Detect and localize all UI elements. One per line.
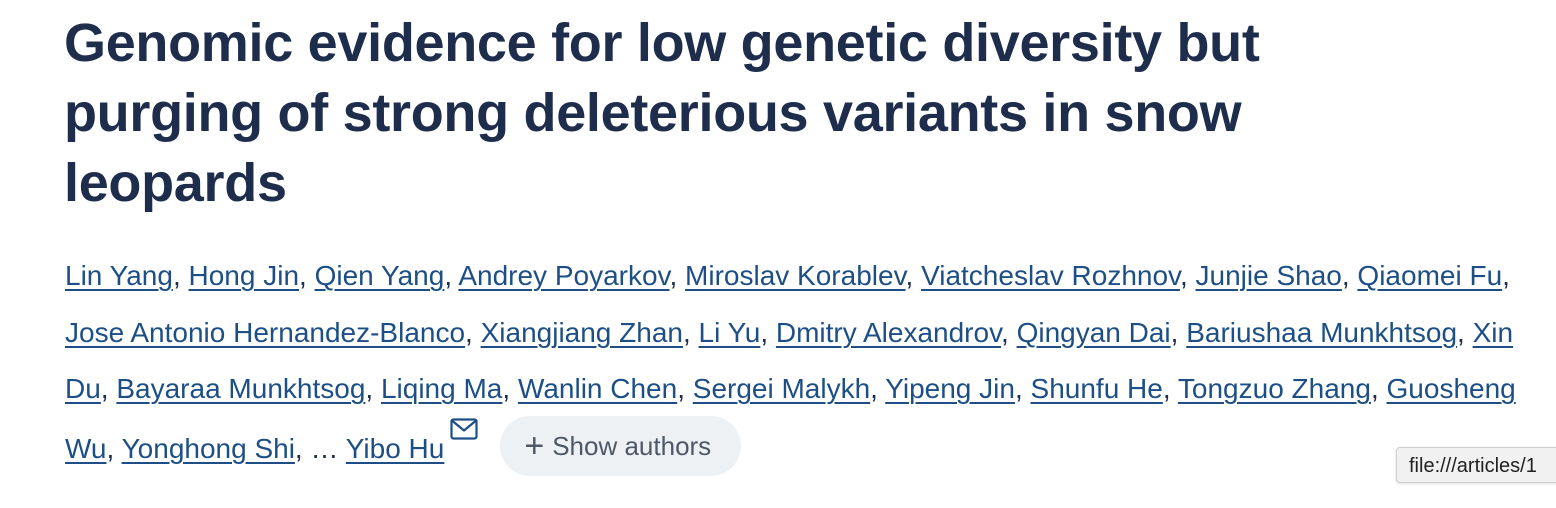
- author-link[interactable]: Dmitry Alexandrov: [775, 316, 1001, 348]
- author-separator: ,: [294, 432, 311, 464]
- author-separator: ,: [677, 373, 693, 404]
- article-title: Genomic evidence for low genetic diversi…: [64, 13, 1260, 213]
- corresponding-author-link[interactable]: Yibo Hu: [345, 432, 445, 464]
- author-separator: ,: [1014, 373, 1031, 404]
- author-link[interactable]: Qiaomei Fu: [1357, 260, 1503, 291]
- author-link[interactable]: Jose Antonio Hernandez-Blanco: [65, 316, 466, 348]
- author-link[interactable]: Hong Jin: [188, 260, 300, 291]
- author-separator: ,: [106, 432, 122, 464]
- author-link[interactable]: Yipeng Jin: [885, 373, 1015, 404]
- author-link[interactable]: Shunfu He: [1030, 373, 1163, 404]
- author-link[interactable]: Miroslav Korablev: [685, 260, 906, 291]
- author-separator: ,: [1457, 316, 1473, 348]
- author-link[interactable]: Andrey Poyarkov: [458, 260, 670, 291]
- author-separator: ,: [502, 373, 518, 404]
- author-separator: ,: [365, 373, 381, 404]
- plus-icon: +: [524, 427, 545, 466]
- author-link[interactable]: Xin Du: [65, 316, 1514, 405]
- author-separator: ,: [1179, 260, 1196, 291]
- author-separator: ,: [172, 260, 189, 291]
- status-bar-url: file:///articles/1: [1396, 447, 1556, 483]
- author-items: Lin Yang, Hong Jin, Qien Yang, Andrey Po…: [65, 260, 1516, 464]
- article-header: Genomic evidence for low genetic diversi…: [64, 0, 1544, 477]
- show-authors-button[interactable]: + Show authors: [500, 416, 742, 477]
- author-link[interactable]: Bayaraa Munkhtsog: [116, 373, 366, 404]
- author-link[interactable]: Lin Yang: [65, 260, 173, 291]
- author-link[interactable]: Viatcheslav Rozhnov: [921, 260, 1180, 291]
- author-separator: ,: [444, 260, 459, 291]
- author-link[interactable]: Liqing Ma: [380, 373, 503, 404]
- author-link[interactable]: Wanlin Chen: [517, 373, 678, 404]
- author-separator: ,: [465, 316, 481, 348]
- author-separator: ,: [870, 373, 886, 404]
- author-link[interactable]: Guosheng Wu: [65, 373, 1516, 464]
- author-list: Lin Yang, Hong Jin, Qien Yang, Andrey Po…: [65, 248, 1535, 480]
- mail-icon[interactable]: [450, 417, 478, 440]
- author-separator: ,: [1001, 316, 1017, 348]
- author-separator: ,: [1162, 373, 1178, 404]
- author-separator: ,: [1170, 316, 1187, 348]
- author-separator: ,: [1502, 260, 1510, 291]
- author-link[interactable]: Qien Yang: [314, 260, 445, 291]
- author-separator: ,: [682, 316, 699, 348]
- author-link[interactable]: Tongzuo Zhang: [1177, 373, 1371, 404]
- author-separator: ,: [760, 316, 776, 348]
- author-link[interactable]: Xiangjiang Zhan: [480, 316, 683, 348]
- author-separator: ,: [299, 260, 315, 291]
- author-separator: ,: [1370, 373, 1387, 404]
- author-link[interactable]: Junjie Shao: [1195, 260, 1342, 291]
- show-authors-label: Show authors: [552, 430, 712, 461]
- author-link[interactable]: Sergei Malykh: [692, 373, 871, 404]
- author-link[interactable]: Qingyan Dai: [1016, 316, 1171, 348]
- author-ellipsis: …: [310, 432, 346, 464]
- author-link[interactable]: Bariushaa Munkhtsog: [1186, 316, 1458, 348]
- author-separator: ,: [100, 373, 117, 404]
- author-separator: ,: [905, 260, 922, 291]
- author-separator: ,: [669, 260, 686, 291]
- author-link[interactable]: Li Yu: [698, 316, 761, 348]
- author-separator: ,: [1341, 260, 1358, 291]
- author-link[interactable]: Yonghong Shi: [121, 432, 295, 464]
